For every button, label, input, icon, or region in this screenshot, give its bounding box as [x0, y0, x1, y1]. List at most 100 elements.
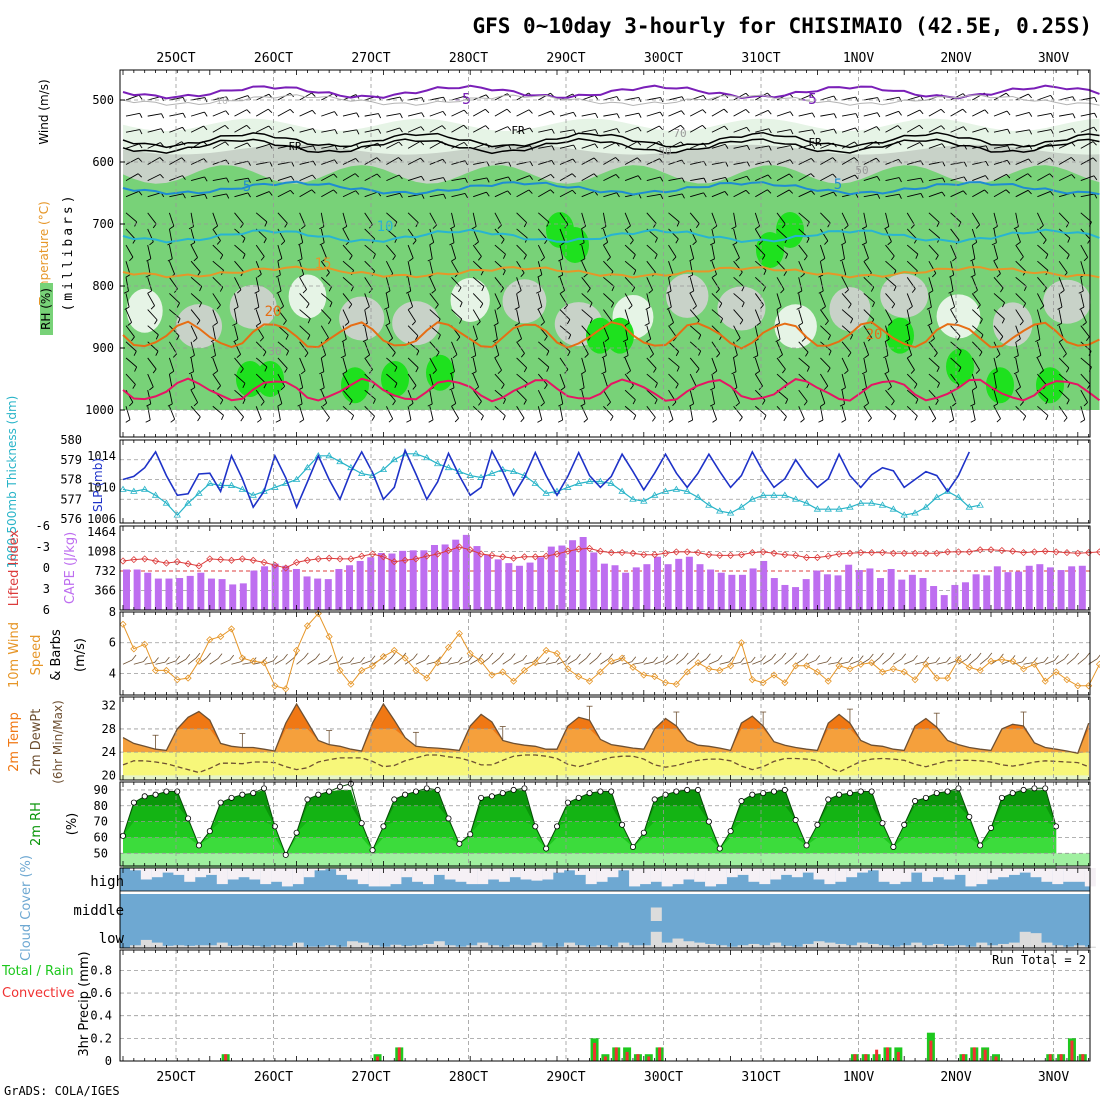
- wind-barb-feather: [242, 254, 246, 259]
- wind-barb-feather: [853, 157, 859, 162]
- wind-barb: [320, 276, 332, 288]
- lifted-line-marker: [846, 549, 854, 557]
- surface-wind-barb: [350, 661, 361, 665]
- wind-barb: [993, 390, 999, 404]
- wind-barb-feather: [128, 402, 134, 407]
- precip-convective-bar: [376, 1056, 380, 1061]
- temp-axis-label-1: 2m Temp: [7, 712, 22, 772]
- wind-barb-feather: [322, 402, 327, 407]
- wind-barb-feather: [824, 385, 829, 390]
- wind-barb-feather: [463, 124, 468, 130]
- thickness-line-marker: [260, 487, 268, 494]
- wind-barb: [668, 228, 679, 240]
- panel-frame: [119, 439, 1091, 524]
- wind-barb: [125, 129, 140, 133]
- wind-barb-feather: [984, 189, 989, 194]
- surface-wind-barb-feather: [586, 652, 591, 659]
- wind-barb-feather: [811, 190, 815, 195]
- bottom-date-label: 27OCT: [351, 1070, 390, 1085]
- cape-bar: [409, 550, 417, 610]
- thickness-line-marker: [878, 501, 887, 508]
- cloud-fill-bar: [238, 945, 250, 948]
- wind-barb: [342, 373, 351, 387]
- wind-barb: [472, 108, 486, 117]
- wind-barb: [255, 212, 268, 223]
- wind-barb-feather: [123, 290, 129, 294]
- cloud-clear-bar: [835, 868, 847, 882]
- cape-bar: [1025, 565, 1033, 610]
- rh-line-marker: [293, 829, 300, 836]
- rh-line-marker: [120, 832, 127, 839]
- wind-barb: [581, 293, 593, 304]
- rh-line-marker: [1020, 786, 1027, 793]
- wind-barb: [733, 244, 740, 258]
- surface-wind-barb-feather: [740, 657, 745, 663]
- contour-label: 5: [834, 177, 842, 193]
- wind-barb-feather: [601, 226, 607, 230]
- rh-line-marker: [912, 798, 919, 805]
- cloud-clear-bar: [1041, 868, 1053, 882]
- wind-barb-feather: [1094, 112, 1098, 118]
- wind-barb-feather: [132, 384, 136, 389]
- wind-barb-feather: [660, 194, 664, 199]
- wind-barb-feather: [645, 306, 651, 310]
- wind-barb: [603, 128, 618, 133]
- rh-line-marker: [315, 791, 322, 798]
- wind-barb-feather: [897, 125, 902, 130]
- wind-barb: [256, 177, 270, 182]
- thickness-line-marker: [954, 493, 963, 500]
- contour-label: 15: [315, 256, 332, 272]
- rh-dry-pocket: [288, 274, 327, 319]
- wind-barb-feather: [159, 174, 164, 179]
- wind-barb: [320, 406, 330, 418]
- wind-barb: [820, 95, 834, 101]
- surface-wind-barb: [904, 659, 914, 665]
- wind-barb: [993, 145, 1008, 149]
- wind-barb: [1058, 157, 1072, 165]
- wind-barb: [494, 126, 508, 133]
- wind-barb-feather: [476, 321, 481, 326]
- wind-barb-feather: [1027, 173, 1032, 178]
- cape-bar: [207, 578, 215, 610]
- wind-barb: [755, 189, 768, 198]
- wind-barb: [776, 189, 790, 198]
- wind-barb-feather: [720, 318, 724, 324]
- wind-barb: [798, 341, 809, 353]
- cape-bar: [356, 560, 364, 610]
- wind-barb-feather: [884, 226, 890, 230]
- thickness-line-marker: [119, 485, 127, 492]
- wind-barb: [668, 309, 674, 323]
- wind-barb-feather: [712, 419, 717, 423]
- wind-barb: [429, 212, 437, 226]
- surface-wind-barb: [556, 660, 567, 665]
- wind-barb: [212, 141, 226, 149]
- wind-barb-feather: [915, 253, 919, 259]
- wind-barb: [971, 212, 981, 225]
- wind-barb: [907, 95, 921, 101]
- wind-barb: [386, 96, 401, 101]
- surface-wind-barb-feather: [447, 657, 452, 663]
- wind-barb-feather: [190, 242, 196, 246]
- wind-barb: [364, 389, 376, 400]
- rh-line-marker: [499, 790, 506, 797]
- cloud-fill-bar: [303, 946, 315, 948]
- cloud-clear-bar: [650, 868, 662, 882]
- wind-barb: [581, 143, 596, 149]
- wind-barb-feather: [985, 145, 989, 151]
- rh-line-marker: [130, 799, 137, 806]
- wind-barb-feather: [219, 254, 224, 260]
- wind-barb: [342, 276, 354, 287]
- wind-barb: [624, 389, 636, 400]
- wind-barb-feather: [372, 253, 376, 259]
- cloud-fill-bar: [184, 945, 196, 948]
- rh-saturated-patch: [341, 367, 369, 404]
- wind-speed-line-marker: [477, 657, 485, 665]
- wind-barb-feather: [861, 226, 867, 230]
- rh-line-marker: [749, 791, 756, 798]
- wind-barb-feather: [755, 225, 760, 230]
- surface-wind-barb-feather: [143, 656, 148, 662]
- thickness-line-marker: [835, 505, 843, 512]
- wind-barb: [190, 341, 195, 356]
- wind-barb: [1080, 309, 1087, 323]
- wind-barb-feather: [827, 335, 831, 340]
